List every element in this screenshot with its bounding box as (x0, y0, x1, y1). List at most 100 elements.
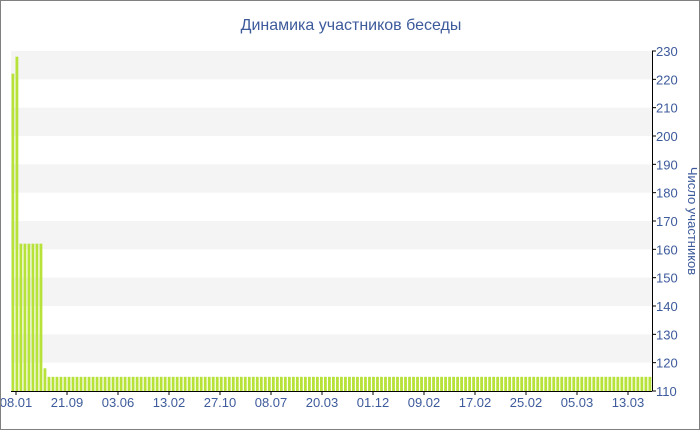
bar (584, 376, 588, 391)
bar (516, 376, 520, 391)
bar (440, 376, 443, 391)
bar (528, 376, 532, 391)
bar (432, 376, 435, 391)
bar (404, 376, 407, 391)
bar (267, 376, 271, 391)
x-tick-label: 20.03 (306, 395, 339, 410)
bar (544, 376, 548, 391)
grid-band (11, 221, 652, 250)
bar (392, 376, 395, 391)
x-tick-label: 25.02 (510, 395, 543, 410)
bar (19, 243, 23, 391)
bar (223, 376, 227, 391)
y-tick-label: 190 (656, 157, 678, 172)
bar (251, 376, 255, 391)
bar (412, 376, 415, 391)
bar (572, 376, 576, 391)
bar (340, 376, 343, 391)
bar (644, 376, 648, 391)
chart-title: Динамика участников беседы (241, 17, 462, 34)
bar (35, 243, 39, 391)
bar (540, 376, 544, 391)
bar (207, 376, 211, 391)
bar (147, 376, 151, 391)
bar (227, 376, 231, 391)
y-axis-label: Число участников (685, 167, 700, 275)
y-tick-label: 140 (656, 299, 678, 314)
bar (255, 376, 259, 391)
bar (532, 376, 536, 391)
bar (279, 376, 283, 391)
bar (303, 376, 307, 391)
bar (307, 376, 311, 391)
bar (95, 376, 99, 391)
bar (231, 376, 235, 391)
grid-band (11, 277, 652, 306)
bar (496, 376, 500, 391)
bar (319, 376, 323, 391)
bar (127, 376, 131, 391)
bar (247, 376, 251, 391)
bar (51, 376, 55, 391)
bar (408, 376, 411, 391)
bar (39, 243, 43, 391)
bar (388, 376, 391, 391)
y-tick-label: 170 (656, 214, 678, 229)
bar (504, 376, 508, 391)
bar (576, 376, 580, 391)
bar (23, 243, 27, 391)
bar (344, 376, 347, 391)
x-tick-label: 13.02 (153, 395, 186, 410)
bar (219, 376, 223, 391)
bar-series (11, 56, 652, 392)
bar (115, 376, 119, 391)
bar (15, 56, 19, 392)
bar (592, 376, 596, 391)
bar (464, 376, 468, 391)
bar (11, 73, 15, 392)
grid-band (11, 51, 652, 80)
bar (291, 376, 295, 391)
bar (187, 376, 191, 391)
bar (43, 368, 47, 391)
bar (636, 376, 640, 391)
bar (143, 376, 147, 391)
bar (512, 376, 516, 391)
bar (159, 376, 163, 391)
bar (448, 376, 451, 391)
x-tick-label: 03.06 (102, 395, 135, 410)
bar (488, 376, 492, 391)
grid-band (11, 334, 652, 363)
bar (79, 376, 83, 391)
bar (75, 376, 79, 391)
bar (155, 376, 159, 391)
bar (131, 376, 135, 391)
bar (536, 376, 540, 391)
bar (315, 376, 319, 391)
bar (243, 376, 247, 391)
bar (171, 376, 175, 391)
bar (436, 376, 439, 391)
bar (368, 376, 371, 391)
bar (299, 376, 303, 391)
x-tick-label: 27.10 (204, 395, 237, 410)
bar (119, 376, 123, 391)
bar (356, 376, 359, 391)
bar (460, 376, 464, 391)
bar (283, 376, 287, 391)
bar (31, 243, 35, 391)
bar (107, 376, 111, 391)
bar (55, 376, 59, 391)
y-tick-label: 210 (656, 101, 678, 116)
bar (472, 376, 476, 391)
bar (332, 376, 335, 391)
x-tick-labels: 08.01 21.09 03.06 13.02 27.10 08.07 20.03 01.12… (1, 391, 644, 410)
y-tick-label: 230 (656, 44, 678, 59)
x-tick-label: 01.12 (357, 395, 390, 410)
y-tick-label: 110 (656, 384, 677, 399)
grid-band (11, 107, 652, 136)
bar (508, 376, 512, 391)
bar (420, 376, 423, 391)
bar (476, 376, 480, 391)
